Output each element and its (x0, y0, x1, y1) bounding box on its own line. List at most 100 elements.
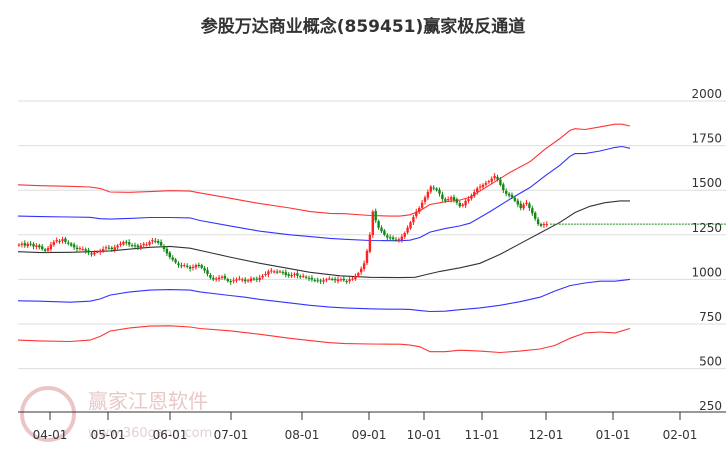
candle-body (81, 249, 84, 251)
candle-body (61, 239, 64, 242)
candle-body (328, 278, 331, 280)
candle-body (287, 274, 290, 276)
candle-body (58, 240, 61, 242)
candle-body (473, 191, 476, 197)
candle-body (145, 244, 148, 246)
candle-body (64, 238, 67, 242)
candle-body (429, 186, 432, 192)
candle-body (487, 181, 490, 183)
candle-body (458, 203, 461, 207)
candle-body (241, 279, 244, 281)
x-tick-label: 10-01 (407, 428, 442, 442)
candle-body (519, 203, 522, 209)
candle-body (157, 241, 160, 243)
candle-body (171, 257, 174, 260)
candle-body (452, 197, 456, 201)
candle-body (133, 245, 137, 247)
candle-body (72, 244, 76, 248)
y-axis: 2000 1750 1500 1250 1000 750 500 250 (691, 87, 722, 413)
watermark-brand: 赢家江恩软件 (88, 389, 208, 413)
candle-body (336, 279, 340, 282)
candle-body (217, 277, 221, 280)
candle-body (345, 281, 348, 283)
candle-body (455, 199, 459, 203)
candle-body (270, 270, 273, 272)
band-lower_outer (17, 325, 631, 354)
candle-body (130, 245, 134, 247)
candle-body (203, 268, 206, 271)
candle-body (368, 234, 372, 252)
candle-body (41, 246, 44, 250)
candle-body (142, 243, 145, 246)
x-tick-label: 05-01 (91, 428, 126, 442)
candle-body (545, 224, 548, 226)
candle-body (394, 239, 398, 241)
candle-body (467, 199, 470, 202)
candle-body (55, 240, 58, 242)
candle-body (412, 216, 415, 223)
candle-body (226, 279, 229, 282)
candle-body (212, 277, 215, 280)
candle-body (264, 274, 267, 276)
watermark-url: www.360gann.com (88, 426, 212, 441)
candle-body (284, 272, 287, 275)
candle-body (313, 280, 316, 282)
y-tick-label: 500 (699, 355, 722, 369)
candle-body (348, 279, 351, 282)
candle-body (426, 191, 430, 198)
y-tick-label: 1250 (691, 221, 722, 235)
candle-body (354, 275, 357, 280)
candle-body (400, 236, 403, 241)
candle-body (391, 237, 395, 240)
candle-body (383, 230, 386, 235)
band-upper_inner (17, 145, 631, 242)
candle-body (165, 248, 169, 254)
candle-body (418, 208, 421, 213)
candle-body (307, 277, 311, 279)
candle-body (93, 252, 96, 255)
x-tick-label: 01-01 (596, 428, 631, 442)
candle-body (333, 279, 337, 281)
candle-body (17, 244, 21, 246)
candle-body (116, 245, 119, 248)
candle-body (162, 246, 166, 250)
candle-body (322, 280, 325, 282)
channel-bands (17, 123, 631, 354)
candle-body (522, 204, 525, 209)
candle-body (502, 184, 505, 191)
candle-body (528, 203, 531, 209)
candle-body (23, 243, 26, 246)
candle-body (99, 250, 102, 253)
candle-body (476, 188, 479, 192)
x-tick-label: 07-01 (214, 428, 249, 442)
y-tick-label: 750 (699, 310, 722, 324)
y-tick-label: 1500 (691, 176, 722, 190)
candle-body (360, 268, 363, 273)
candle-body (278, 271, 282, 273)
candle-body (35, 245, 38, 247)
band-upper_outer (17, 123, 631, 217)
y-tick-label: 250 (699, 399, 722, 413)
candle-body (20, 243, 24, 245)
candle-body (493, 175, 496, 179)
candlesticks (17, 173, 548, 285)
candle-body (304, 276, 308, 278)
candle-body (107, 247, 111, 249)
candle-body (258, 277, 261, 280)
candle-body (281, 272, 285, 274)
candle-body (26, 243, 29, 247)
candle-body (351, 278, 354, 280)
candle-body (441, 194, 444, 200)
candle-body (70, 243, 73, 246)
candle-body (470, 195, 473, 199)
x-tick-label: 02-01 (663, 428, 698, 442)
candle-body (255, 278, 258, 280)
candle-body (235, 279, 238, 281)
x-tick-label: 04-01 (33, 428, 68, 442)
candle-body (104, 247, 108, 249)
candle-body (478, 186, 482, 188)
candle-body (177, 263, 180, 266)
candle-body (215, 278, 218, 280)
candle-body (246, 280, 250, 282)
candle-body (389, 237, 392, 239)
